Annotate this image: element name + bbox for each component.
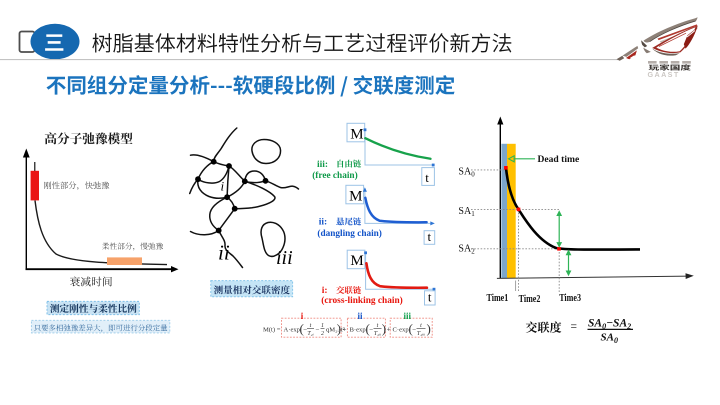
svg-text:(cross-linking chain): (cross-linking chain) — [321, 295, 403, 306]
svg-text:Time3: Time3 — [559, 292, 581, 304]
svg-text:): ) — [337, 321, 341, 336]
svg-text:A·exp: A·exp — [284, 326, 301, 333]
svg-text:(: ( — [300, 321, 304, 336]
svg-text:iii: iii — [404, 311, 412, 321]
svg-text:(free chain): (free chain) — [312, 170, 358, 181]
svg-text:Time2: Time2 — [519, 293, 541, 305]
svg-text:): ) — [382, 321, 386, 336]
svg-text:B·exp: B·exp — [350, 326, 367, 333]
svg-text:M: M — [349, 188, 362, 204]
svg-text:ii: ii — [218, 241, 230, 265]
svg-text:SA0: SA0 — [601, 332, 618, 345]
svg-text:M: M — [350, 253, 363, 269]
svg-text:t: t — [428, 229, 432, 244]
svg-text:i:: i: — [322, 286, 328, 296]
svg-text:T₂ᵢᵢᵢ: T₂ᵢᵢᵢ — [417, 331, 425, 337]
svg-text:+: + — [342, 324, 346, 333]
svg-text:iii: iii — [276, 247, 293, 269]
svg-text:Time1: Time1 — [487, 292, 509, 304]
svg-text:−: − — [369, 325, 373, 333]
svg-text:C·exp: C·exp — [393, 326, 410, 333]
svg-text:−: − — [412, 325, 416, 333]
svg-text:=: = — [571, 321, 578, 333]
svg-text:ii:: ii: — [319, 218, 327, 228]
svg-text:(dangling chain): (dangling chain) — [317, 228, 382, 239]
svg-text:i: i — [221, 179, 225, 194]
svg-text:t: t — [425, 170, 429, 185]
svg-text:(: ( — [366, 321, 370, 336]
svg-text:i: i — [301, 311, 304, 321]
svg-text:M(t) =: M(t) = — [263, 326, 281, 333]
svg-text:(: ( — [409, 321, 413, 336]
svg-text:SA2: SA2 — [458, 244, 475, 256]
svg-text:t: t — [377, 323, 379, 329]
svg-text:SA1: SA1 — [458, 206, 475, 218]
svg-text:M: M — [350, 126, 363, 142]
svg-text:T₂ᵢᵢ: T₂ᵢᵢ — [374, 331, 381, 337]
svg-text:SA0−SA2: SA0−SA2 — [588, 318, 631, 331]
svg-text:Dead time: Dead time — [538, 154, 580, 165]
svg-text:−: − — [316, 325, 320, 333]
svg-text:t: t — [428, 290, 432, 305]
svg-text:+: + — [387, 324, 391, 333]
svg-text:1: 1 — [321, 323, 324, 329]
svg-text:T₂ᵢ: T₂ᵢ — [307, 331, 313, 337]
svg-text:−: − — [303, 325, 307, 333]
svg-text:iii:: iii: — [317, 160, 328, 170]
svg-text:qM₂ᵢ·t²: qM₂ᵢ·t² — [326, 326, 345, 333]
svg-text:2: 2 — [321, 331, 324, 337]
svg-text:GAAST: GAAST — [648, 70, 680, 79]
svg-text:ii: ii — [358, 311, 364, 321]
svg-text:SA0: SA0 — [458, 166, 475, 178]
svg-text:t: t — [310, 323, 312, 329]
svg-text:t: t — [420, 323, 422, 329]
svg-text:): ) — [427, 321, 431, 336]
